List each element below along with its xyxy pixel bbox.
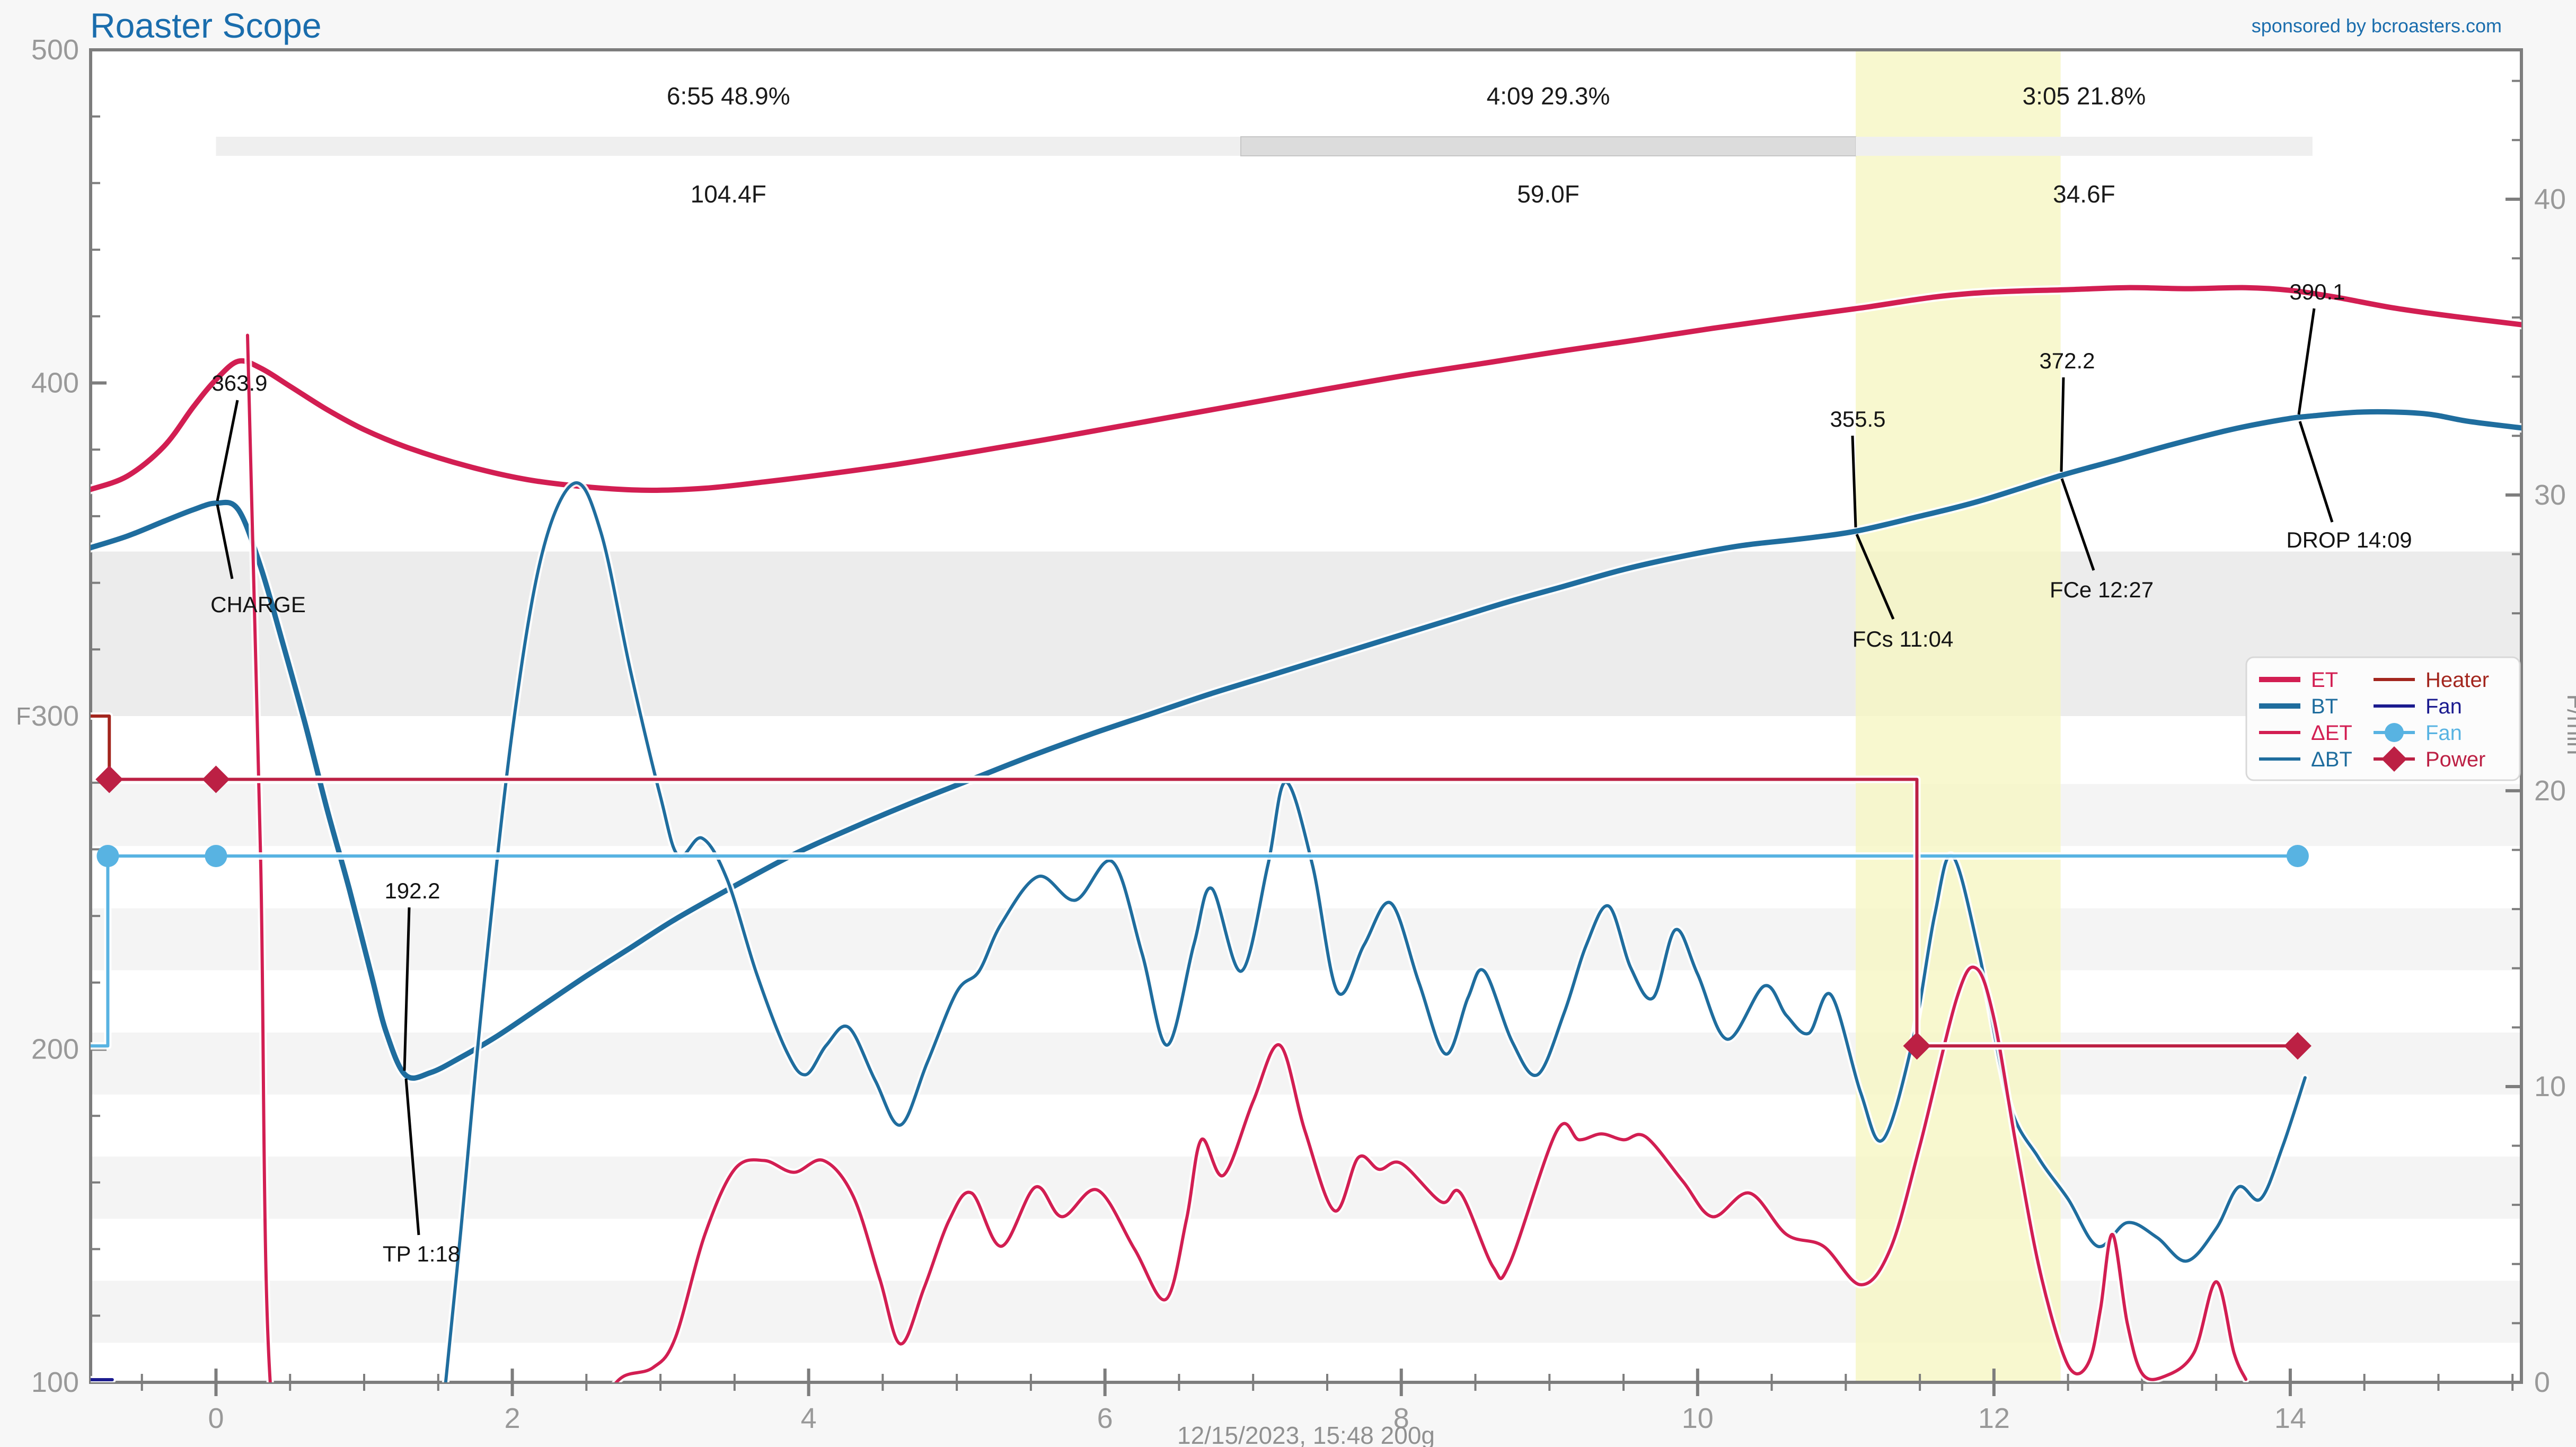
left-axis-tick-label: 300 <box>31 700 79 732</box>
stripe-band <box>91 908 2521 970</box>
stripe-band <box>91 1156 2521 1219</box>
stripe-band <box>91 1281 2521 1343</box>
left-axis-tick-label: 200 <box>31 1034 79 1065</box>
fan-event-marker <box>96 844 119 867</box>
page-title: Roaster Scope <box>90 6 322 45</box>
legend-label: Heater <box>2425 668 2489 692</box>
phase-delta-temp: 104.4F <box>691 180 766 208</box>
phase-delta-temp: 34.6F <box>2053 180 2115 208</box>
x-axis-tick-label: 14 <box>2274 1402 2306 1434</box>
x-axis-tick-label: 4 <box>801 1402 817 1434</box>
power-event-marker <box>2283 1032 2312 1060</box>
power-curve <box>108 778 2299 1048</box>
sponsor-link[interactable]: sponsored by bcroasters.com <box>2251 15 2502 37</box>
legend-box <box>2245 656 2521 781</box>
phase-bar-segment <box>1856 137 2313 156</box>
event-label-tp: TP 1:18 <box>383 1241 460 1266</box>
x-axis-tick-label: 10 <box>1682 1402 1714 1434</box>
legend-label: Power <box>2425 748 2485 771</box>
series-layer <box>91 283 2521 1382</box>
legend-item-det-temp[interactable]: ΔET <box>2259 721 2352 745</box>
bt-curve <box>91 409 2521 1081</box>
legend-item-bt-temp[interactable]: BT <box>2259 695 2338 718</box>
event-label-fce: FCe 12:27 <box>2050 577 2154 602</box>
phase-time-percent: 6:55 48.9% <box>667 82 790 110</box>
fan-event-marker <box>2286 844 2309 867</box>
et-curve <box>91 285 2521 493</box>
right-axis-tick-label: 20 <box>2534 775 2566 807</box>
phase-time-percent: 4:09 29.3% <box>1487 82 1610 110</box>
x-axis-tick-label: 2 <box>505 1402 521 1434</box>
right-axis-title: F/min <box>2562 694 2576 755</box>
event-annotations: 363.9 CHARGE 192.2 TP 1:18 355.5 FCs 11:04 372… <box>210 279 2412 1266</box>
legend-label: ΔBT <box>2311 748 2352 771</box>
x-axis-tick-label: 0 <box>208 1402 224 1434</box>
plot-background <box>91 50 2521 1382</box>
roast-date-weight: 12/15/2023, 15:48 200g <box>1177 1422 1435 1447</box>
phase-time-percent: 3:05 21.8% <box>2023 82 2146 110</box>
x-axis-tick-label: 12 <box>1978 1402 2010 1434</box>
phase-bar-segment <box>216 137 1241 156</box>
event-value-tp: 192.2 <box>384 878 440 903</box>
event-label-charge: CHARGE <box>210 592 306 617</box>
left-axis-tick-label: 100 <box>31 1366 79 1398</box>
fan-event-marker <box>205 844 227 867</box>
right-axis-tick-label: 30 <box>2534 479 2566 511</box>
legend-label: Fan <box>2425 721 2462 745</box>
fan-light-curve <box>91 854 2299 1048</box>
legend-label: ET <box>2311 668 2338 692</box>
legend-item-fan-control[interactable]: Fan <box>2374 695 2462 718</box>
event-value-drop: 390.1 <box>2289 279 2345 304</box>
delta-et-curve <box>246 333 2248 1382</box>
legend-item-power-control[interactable]: Power <box>2374 746 2485 772</box>
x-axis-tick-label: 6 <box>1097 1402 1113 1434</box>
reference-band <box>91 551 2521 716</box>
legend-label: BT <box>2311 695 2338 718</box>
legend: ET BT ΔET ΔBT Heater Fan Fan Power <box>2245 656 2521 781</box>
event-label-fcs: FCs 11:04 <box>1852 627 1954 651</box>
left-axis-tick-label: 400 <box>31 367 79 399</box>
event-label-drop: DROP 14:09 <box>2286 527 2412 552</box>
legend-item-fan-control[interactable]: Fan <box>2374 721 2462 745</box>
legend-label: ΔET <box>2311 721 2352 745</box>
right-axis-tick-label: 10 <box>2534 1071 2566 1102</box>
phase-info: 6:55 48.9% 104.4F 4:09 29.3% 59.0F 3:05 21.8… <box>216 82 2313 208</box>
event-value-fce: 372.2 <box>2039 348 2095 373</box>
left-axis-tick-label: 500 <box>31 34 79 66</box>
legend-label: Fan <box>2425 695 2462 718</box>
first-crack-highlight <box>1856 50 2061 1382</box>
event-value-charge: 363.9 <box>211 370 267 395</box>
power-event-marker <box>202 765 230 793</box>
phase-bar-segment <box>1240 136 1857 156</box>
right-axis-tick-label: 0 <box>2534 1366 2550 1398</box>
legend-item-et-temp[interactable]: ET <box>2259 668 2338 692</box>
power-event-marker <box>95 765 123 793</box>
right-axis-tick-label: 40 <box>2534 183 2566 215</box>
legend-item-dbt-temp[interactable]: ΔBT <box>2259 748 2352 771</box>
legend-item-heater-control[interactable]: Heater <box>2374 668 2489 692</box>
x-axis-tick-label: 8 <box>1393 1402 1409 1434</box>
left-axis-title: F <box>16 702 31 730</box>
power-event-marker <box>1903 1032 1931 1060</box>
event-value-fcs: 355.5 <box>1830 407 1885 431</box>
phase-delta-temp: 59.0F <box>1517 180 1580 208</box>
